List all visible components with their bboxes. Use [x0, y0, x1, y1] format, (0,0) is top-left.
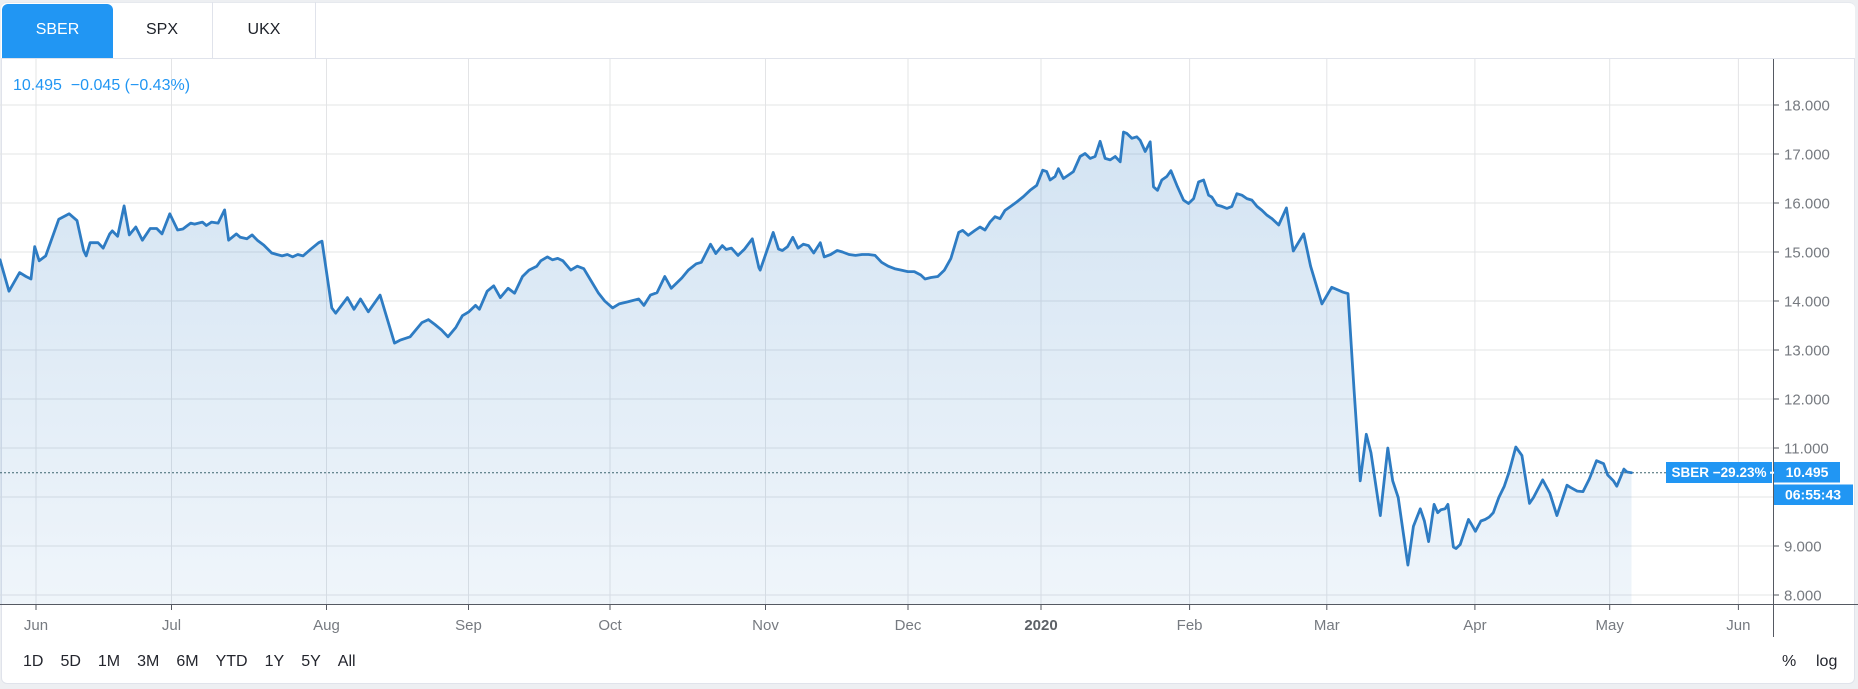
svg-text:SBER −29.23%: SBER −29.23%	[1672, 465, 1767, 480]
svg-text:Mar: Mar	[1314, 617, 1340, 634]
svg-text:18.000: 18.000	[1784, 98, 1830, 115]
svg-text:10.495: 10.495	[1786, 464, 1829, 480]
svg-text:14.000: 14.000	[1784, 294, 1830, 311]
svg-text:8.000: 8.000	[1784, 588, 1822, 605]
svg-text:Sep: Sep	[455, 617, 482, 634]
svg-text:12.000: 12.000	[1784, 392, 1830, 409]
svg-text:Nov: Nov	[752, 617, 779, 634]
svg-text:Jun: Jun	[24, 617, 48, 634]
svg-text:11.000: 11.000	[1784, 441, 1829, 458]
svg-text:06:55:43: 06:55:43	[1785, 487, 1841, 503]
svg-text:Feb: Feb	[1177, 617, 1203, 634]
svg-text:17.000: 17.000	[1784, 147, 1830, 164]
svg-text:Oct: Oct	[598, 617, 622, 634]
svg-text:Jun: Jun	[1726, 617, 1750, 634]
svg-text:May: May	[1596, 617, 1625, 634]
svg-text:Jul: Jul	[162, 617, 181, 634]
svg-text:13.000: 13.000	[1784, 343, 1830, 360]
svg-text:Apr: Apr	[1463, 617, 1486, 634]
svg-text:10.495 −0.045 (−0.43%): 10.495 −0.045 (−0.43%)	[13, 77, 190, 94]
svg-text:9.000: 9.000	[1784, 539, 1822, 556]
svg-text:15.000: 15.000	[1784, 245, 1830, 262]
svg-text:Dec: Dec	[895, 617, 922, 634]
svg-text:2020: 2020	[1024, 617, 1057, 634]
svg-text:16.000: 16.000	[1784, 196, 1830, 213]
svg-text:Aug: Aug	[313, 617, 340, 634]
